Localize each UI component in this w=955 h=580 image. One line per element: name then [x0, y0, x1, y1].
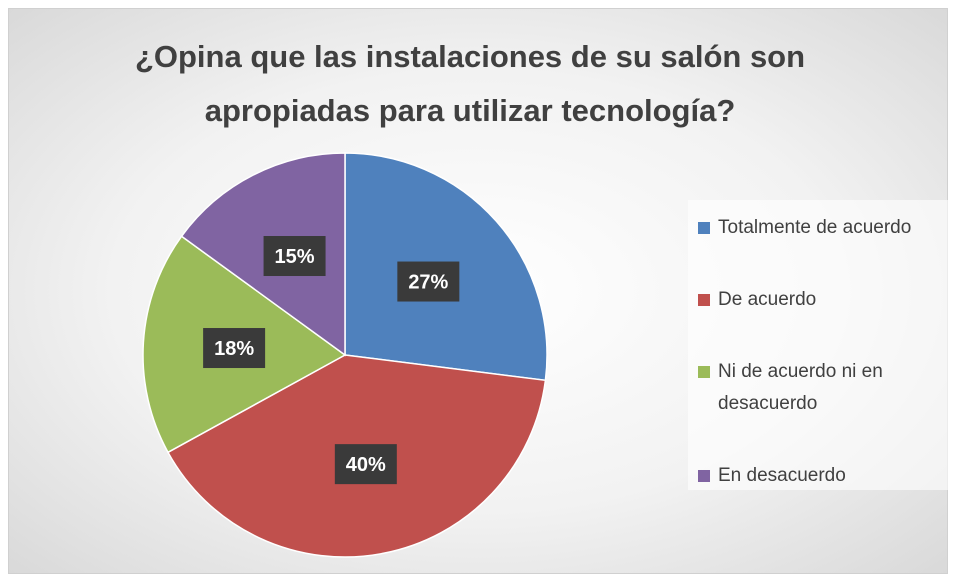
- legend-label: Ni de acuerdo ni en desacuerdo: [718, 361, 883, 414]
- legend-label: Totalmente de acuerdo: [718, 217, 912, 238]
- legend-swatch: [698, 294, 710, 306]
- data-label: 40%: [346, 454, 386, 476]
- data-label: 15%: [275, 246, 315, 268]
- data-label: 27%: [408, 272, 448, 294]
- chart-title: ¿Opina que las instalaciones de su salón…: [134, 39, 806, 128]
- legend-entry: Ni de acuerdo ni en desacuerdo: [698, 356, 955, 420]
- data-label-box: [397, 261, 460, 302]
- legend-swatch: [698, 222, 710, 234]
- legend: Totalmente de acuerdo De acuerdo Ni de acu…: [688, 200, 950, 490]
- pie-slice: [180, 152, 346, 357]
- legend-label: De acuerdo: [718, 289, 817, 310]
- legend-label: En desacuerdo: [718, 465, 846, 486]
- legend-entry: Totalmente de acuerdo: [698, 212, 955, 244]
- legend-swatch: [698, 470, 710, 482]
- legend-swatch: [698, 366, 710, 378]
- data-label-box: [263, 236, 326, 277]
- legend-entry: En desacuerdo: [698, 460, 955, 492]
- data-label-box: [334, 444, 397, 485]
- legend-entry: De acuerdo: [698, 284, 955, 316]
- data-label-box: [203, 328, 266, 369]
- data-label: 18%: [214, 338, 254, 360]
